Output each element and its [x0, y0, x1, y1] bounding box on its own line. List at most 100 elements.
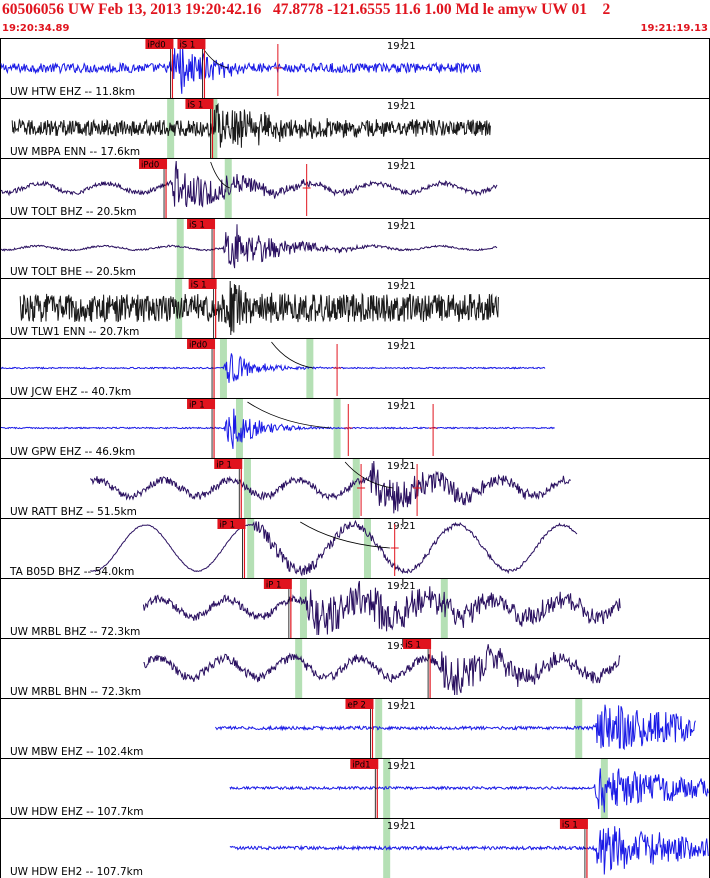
travel-time-arc	[210, 161, 230, 189]
phase-pick[interactable]: iS 1	[185, 99, 214, 158]
coda-band	[235, 399, 243, 458]
coda-band	[299, 579, 307, 638]
pick-flag	[177, 39, 206, 49]
station-label: UW HTW EHZ -- 11.8km	[10, 86, 135, 98]
trace-panel: 19:21 iP 1 UW MRBL BHZ -- 72.3km	[0, 578, 710, 639]
phase-pick[interactable]: iPd0	[187, 339, 216, 398]
phase-pick[interactable]: iPd0	[139, 159, 168, 218]
minute-label: 19:21	[387, 101, 416, 112]
trace-panel: 19:21 iP 1 TA B05D BHZ -- 54.0km	[0, 518, 710, 579]
waveform-line	[143, 644, 621, 696]
pick-label: iS 1	[179, 41, 195, 51]
time-end-label: 19:21:19.13	[640, 23, 708, 34]
pick-flag	[214, 459, 243, 469]
trace-panel: 19:21 iS 1 UW TOLT BHE -- 20.5km	[0, 218, 710, 279]
station-label: UW TOLT BHE -- 20.5km	[10, 266, 136, 278]
pick-flag	[345, 699, 374, 709]
pick-label: iS 1	[187, 101, 203, 111]
coda-band	[363, 519, 371, 578]
travel-time-arc	[247, 401, 331, 429]
pick-flag	[559, 819, 588, 829]
waveform-line	[90, 519, 578, 577]
event-header: 60506056 UW Feb 13, 2013 19:20:42.16 47.…	[0, 0, 710, 38]
phase-pick[interactable]: iP 1	[217, 519, 246, 578]
phase-pick[interactable]: iPd1	[350, 759, 379, 818]
waveform-line	[214, 704, 696, 751]
pick-flag	[263, 579, 292, 589]
minute-label: 19:21	[387, 581, 416, 592]
pick-flag	[187, 339, 216, 349]
waveform-line	[0, 353, 546, 383]
minute-label: 19:21	[387, 701, 416, 712]
pick-label: iPd0	[147, 41, 165, 51]
waveform-line	[0, 46, 482, 94]
coda-band	[295, 639, 303, 698]
trace-panel: 19:21 iPd0 UW TOLT BHZ -- 20.5km	[0, 158, 710, 219]
pick-label: iS 1	[562, 821, 578, 831]
waveform-line	[229, 768, 709, 813]
waveform-line	[19, 280, 499, 336]
phase-pick[interactable]: iS 1	[403, 639, 432, 698]
minute-label: 19:21	[387, 41, 416, 52]
pick-label: iS 1	[405, 641, 421, 651]
seismogram-plot[interactable]: 19:21 iPd0 iS 1 UW HTW EHZ -- 11.8km 19:21 iS…	[0, 38, 710, 878]
phase-pick[interactable]: iP 1	[187, 399, 216, 458]
pick-label: eP 2	[347, 701, 365, 711]
pick-flag	[145, 39, 174, 49]
pick-flag	[403, 639, 432, 649]
waveform-line	[142, 580, 621, 636]
travel-time-arc	[344, 461, 394, 489]
travel-time-arc	[271, 341, 314, 369]
station-label: UW MRBL BHN -- 72.3km	[10, 686, 141, 698]
station-label: UW TLW1 ENN -- 20.7km	[10, 326, 139, 338]
trace-panel: 19:21 eP 2 UW MBW EHZ -- 102.4km	[0, 698, 710, 759]
coda-band	[306, 339, 314, 398]
trace-panel: 19:21 iPd1 UW HDW EHZ -- 107.7km	[0, 758, 710, 819]
station-label: UW GPW EHZ -- 46.9km	[10, 446, 135, 458]
phase-pick[interactable]: iS 1	[559, 819, 588, 878]
station-label: UW MBPA ENN -- 17.6km	[10, 146, 140, 158]
pick-flag	[187, 219, 216, 229]
trace-panel: 19:21 iPd0 iS 1 UW HTW EHZ -- 11.8km	[0, 38, 710, 99]
phase-pick[interactable]: iS 1	[187, 219, 216, 278]
station-label: UW JCW EHZ -- 40.7km	[10, 386, 131, 398]
station-label: UW MBW EHZ -- 102.4km	[10, 746, 143, 758]
station-label: UW HDW EH2 -- 107.7km	[10, 866, 143, 878]
waveform-line	[0, 160, 498, 208]
waveform-line	[11, 102, 491, 148]
waveform-line	[0, 224, 498, 269]
waveform-line	[1, 408, 555, 449]
time-start-label: 19:20:34.89	[2, 23, 70, 34]
station-label: UW HDW EHZ -- 107.7km	[10, 806, 143, 818]
pick-label: iS 1	[191, 281, 207, 291]
minute-label: 19:21	[387, 341, 416, 352]
trace-panel: 19:21 iPd0 UW JCW EHZ -- 40.7km	[0, 338, 710, 399]
trace-panel: 19:21 iS 1 UW MBPA ENN -- 17.6km	[0, 98, 710, 159]
coda-band	[176, 219, 184, 278]
pick-flag	[188, 279, 217, 289]
minute-label: 19:21	[387, 281, 416, 292]
pick-label: iP 1	[266, 581, 282, 591]
pick-label: iPd0	[189, 341, 207, 351]
phase-pick[interactable]: iP 1	[214, 459, 243, 518]
pick-label: iP 1	[219, 521, 235, 531]
pick-label: iP 1	[216, 461, 232, 471]
pick-flag	[217, 519, 246, 529]
phase-pick[interactable]: iS 1	[188, 279, 217, 338]
trace-panel: 19:21 iP 1 UW RATT BHZ -- 51.5km	[0, 458, 710, 519]
minute-label: 19:21	[387, 161, 416, 172]
trace-panel: 19:21 iS 1 UW HDW EH2 -- 107.7km	[0, 818, 710, 878]
station-label: TA B05D BHZ -- 54.0km	[9, 566, 134, 578]
phase-pick[interactable]: iPd0	[145, 39, 174, 98]
waveform-line	[90, 460, 571, 514]
station-label: UW RATT BHZ -- 51.5km	[10, 506, 137, 518]
waveform-line	[229, 826, 709, 875]
coda-band	[600, 759, 608, 818]
trace-panel: 19:21 iS 1 UW TLW1 ENN -- 20.7km	[0, 278, 710, 339]
minute-label: 19:21	[387, 521, 416, 532]
phase-pick[interactable]: iS 1	[177, 39, 206, 98]
phase-pick[interactable]: iP 1	[263, 579, 292, 638]
travel-time-arc	[300, 521, 390, 549]
phase-pick[interactable]: eP 2	[345, 699, 374, 758]
